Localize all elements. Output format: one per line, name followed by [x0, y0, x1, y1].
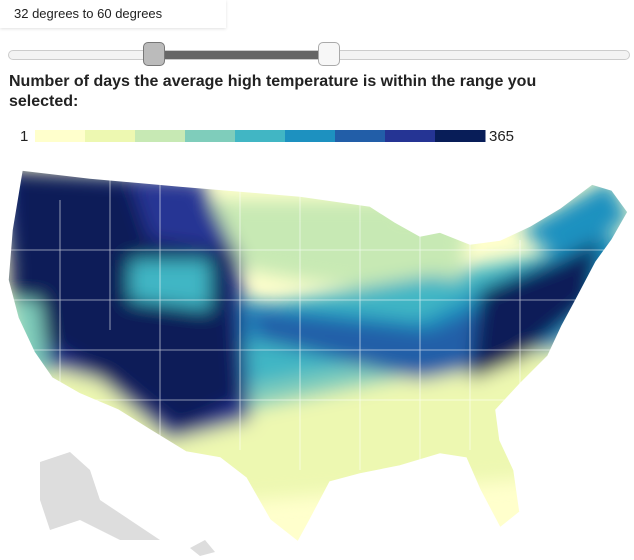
slider-handle-high[interactable] [318, 42, 340, 66]
temperature-band [470, 240, 600, 380]
legend-swatch [135, 130, 186, 142]
heading: Number of days the average high temperat… [9, 73, 537, 110]
legend-swatch [435, 130, 486, 142]
legend-min: 1 [20, 128, 28, 145]
legend-swatch [35, 130, 86, 142]
range-label: 32 degrees to 60 degrees [0, 0, 226, 28]
slider-range [155, 51, 328, 59]
slider-handle-low[interactable] [143, 42, 165, 66]
band-group [8, 170, 628, 520]
legend-swatch [235, 130, 286, 142]
temperature-band [130, 260, 210, 310]
temperature-band [520, 180, 628, 260]
legend-swatch [285, 130, 336, 142]
legend-swatch [185, 130, 236, 142]
legend-swatch [335, 130, 386, 142]
hawaii [190, 540, 215, 556]
state-borders [8, 180, 628, 470]
legend-swatch [385, 130, 436, 142]
legend-max: 365 [489, 128, 514, 145]
legend-swatch [85, 130, 136, 142]
alaska [40, 452, 160, 540]
